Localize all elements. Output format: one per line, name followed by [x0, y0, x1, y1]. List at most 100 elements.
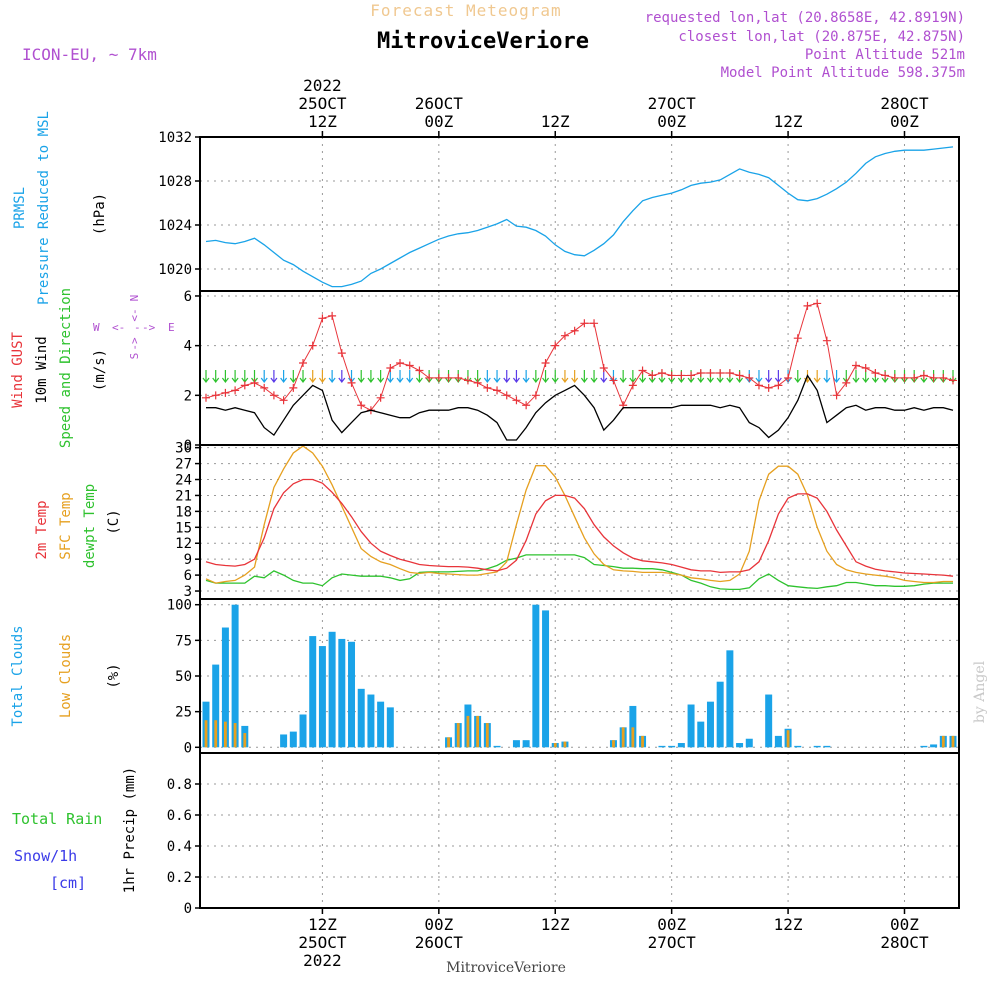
total-cloud-bar	[532, 604, 540, 748]
low-cloud-bar	[466, 715, 470, 748]
x-tick-label: 00Z	[890, 112, 919, 131]
wind-arrow	[755, 370, 763, 383]
dewpt-label: dewpt Temp	[82, 484, 98, 568]
gust-marker	[473, 378, 482, 387]
y-tick-label: 30	[175, 441, 192, 457]
x-tick-label: 12Z	[774, 915, 803, 934]
point-altitude: Point Altitude 521m	[805, 47, 965, 63]
gust-marker	[822, 336, 831, 345]
y-tick-label: 0.2	[167, 870, 192, 886]
low-cloud-bar	[951, 735, 955, 748]
low-clouds-label: Low Clouds	[58, 634, 74, 718]
y-tick-label: 0	[184, 740, 192, 756]
svg-text:<-: <-	[128, 308, 141, 321]
total-cloud-bar	[677, 743, 685, 748]
gust-marker	[463, 376, 472, 385]
gust-marker	[803, 301, 812, 310]
wind-arrow	[794, 370, 802, 383]
low-cloud-bar	[631, 727, 635, 748]
low-cloud-bar	[553, 743, 557, 748]
gust-marker	[318, 314, 327, 323]
gust-marker	[396, 359, 405, 368]
gust-marker	[357, 401, 366, 410]
gust-marker	[745, 373, 754, 382]
svg-text:W: W	[93, 321, 100, 334]
wind-arrow	[483, 370, 491, 383]
direction-label: Speed and Direction	[58, 288, 74, 448]
total-clouds-label: Total Clouds	[10, 625, 26, 726]
total-cloud-bar	[512, 740, 520, 748]
y-tick-label: 2	[184, 388, 192, 404]
y-tick-label: 0.4	[167, 839, 192, 855]
x-tick-label: 28OCT	[880, 933, 929, 952]
gust-marker	[832, 391, 841, 400]
low-cloud-bar	[214, 720, 218, 748]
x-tick-label: 00Z	[657, 112, 686, 131]
wind-arrow	[580, 370, 588, 383]
gust-marker	[269, 391, 278, 400]
wind-arrow	[299, 370, 307, 383]
gust-marker	[551, 341, 560, 350]
gust-series-line	[205, 302, 954, 411]
total-cloud-bar	[697, 721, 705, 748]
gust-marker	[289, 383, 298, 392]
total-cloud-bar	[357, 688, 365, 748]
y-tick-label: 12	[175, 536, 192, 552]
gust-marker	[687, 371, 696, 380]
gust-marker	[851, 361, 860, 370]
gust-marker	[328, 311, 337, 320]
temperature-panel: 2m Temp SFC Temp dewpt Temp (C) 36912151…	[34, 441, 960, 600]
wind-arrow	[774, 370, 782, 383]
gust-marker	[949, 376, 957, 385]
wind-arrow	[309, 370, 317, 383]
snow-label: Snow/1h	[14, 847, 77, 865]
x-tick-label: 00Z	[657, 915, 686, 934]
x-tick-label: 27OCT	[648, 94, 697, 113]
svg-text:E: E	[168, 321, 175, 334]
wind-arrow	[260, 370, 268, 383]
gust-marker	[522, 401, 531, 410]
closest-coords: closest lon,lat (20.875E, 42.875N)	[678, 29, 965, 45]
wind-unit: (m/s)	[92, 349, 108, 391]
wind-direction-arrows	[202, 370, 957, 383]
gust-marker	[628, 381, 637, 390]
total-cloud-bar	[309, 636, 317, 748]
wind-arrow	[833, 370, 841, 383]
low-cloud-bar	[224, 721, 227, 748]
location-title: MitroviceVeriore	[377, 29, 589, 54]
gust-marker	[754, 381, 763, 390]
gust-marker	[250, 378, 259, 387]
gust-marker	[483, 383, 492, 392]
clouds-unit: (%)	[106, 663, 122, 688]
gust-marker	[240, 381, 249, 390]
precip-panel: Total Rain Snow/1h [cm] 1hr Precip (mm) …	[12, 752, 960, 917]
x-tick-label: 26OCT	[415, 933, 464, 952]
gust-marker	[386, 364, 395, 372]
pressure-unit: (hPa)	[92, 193, 108, 235]
wind-arrow	[571, 370, 579, 383]
gust-marker	[425, 373, 434, 382]
x-tick-label: 00Z	[890, 915, 919, 934]
temp2m-label: 2m Temp	[34, 500, 50, 559]
y-tick-label: 9	[184, 552, 192, 568]
total-cloud-bar	[367, 694, 375, 748]
gust-marker	[454, 373, 463, 382]
total-cloud-bar	[765, 694, 773, 748]
total-cloud-bar	[668, 745, 676, 748]
clouds-panel: Total Clouds Low Clouds (%) 0 25 50 75 100	[10, 598, 960, 756]
low-cloud-bar	[786, 730, 790, 748]
y-tick-label: 100	[167, 598, 192, 614]
x-tick-label: 2022	[303, 76, 342, 95]
wind-arrow	[561, 370, 569, 383]
total-cloud-bar	[338, 638, 346, 748]
cloud-bars	[202, 604, 957, 748]
gust-marker	[590, 319, 599, 328]
y-tick-label: 21	[175, 488, 192, 504]
y-tick-label: 6	[184, 289, 192, 305]
gust-marker	[667, 371, 676, 380]
x-tick-label: 26OCT	[415, 94, 464, 113]
x-tick-label: 2022	[303, 951, 342, 970]
model-point-altitude: Model Point Altitude 598.375m	[721, 65, 965, 81]
gust-marker	[211, 391, 220, 400]
